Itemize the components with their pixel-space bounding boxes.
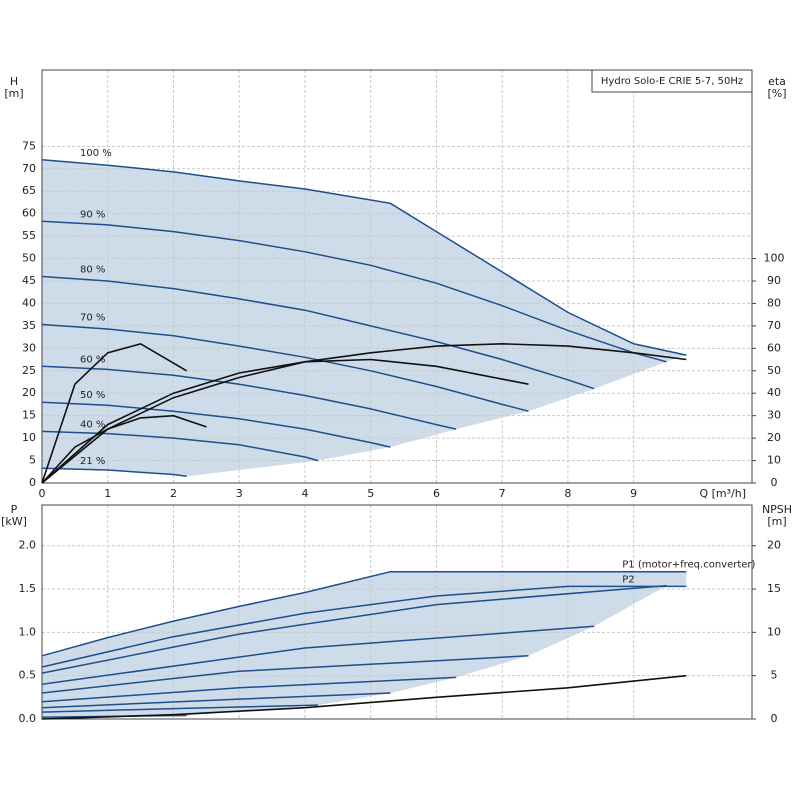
x-axis-label: Q [m³/h]: [699, 487, 746, 500]
curve: [41, 275, 595, 390]
y-tick-label: 0: [29, 476, 36, 489]
series-label: 50 %: [80, 390, 105, 401]
y2-axis-label: eta: [768, 75, 786, 88]
x-tick-label: 6: [433, 487, 440, 500]
chart-title: Hydro Solo-E CRIE 5-7, 50Hz: [601, 76, 743, 87]
y-tick-label: 1.0: [19, 625, 37, 638]
y2-axis-label: NPSH: [762, 503, 792, 516]
curve: [41, 220, 667, 363]
series-label: 60 %: [80, 354, 105, 365]
x-tick-label: 9: [630, 487, 637, 500]
x-tick-label: 0: [39, 487, 46, 500]
y-axis-unit: [kW]: [1, 515, 27, 528]
curve: [41, 625, 595, 686]
y-axis-label: H: [10, 75, 18, 88]
curve: [41, 655, 529, 694]
y2-axis-unit: [%]: [767, 87, 786, 100]
secondary-curve: [41, 358, 529, 484]
y-tick-label: 75: [22, 139, 36, 152]
y2-tick-label: 50: [767, 364, 781, 377]
secondary-curve: [41, 414, 207, 484]
curve: [41, 159, 687, 356]
series-label: 70 %: [80, 313, 105, 324]
x-tick-label: 3: [236, 487, 243, 500]
y-tick-label: 5: [29, 454, 36, 467]
y2-tick-label: 20: [767, 431, 781, 444]
curve: [41, 430, 319, 462]
x-tick-label: 5: [367, 487, 374, 500]
series-label: P1 (motor+freq.converter): [622, 560, 755, 571]
y2-tick-label: 10: [767, 625, 781, 638]
x-tick-label: 4: [301, 487, 308, 500]
y2-tick-label: 5: [771, 669, 778, 682]
y2-tick-label: 80: [767, 296, 781, 309]
y-tick-label: 0.0: [19, 712, 37, 725]
y2-tick-label: 0: [771, 476, 778, 489]
operating-region: [42, 571, 687, 718]
y-tick-label: 60: [22, 207, 36, 220]
series-label: 100 %: [80, 148, 112, 159]
y2-tick-label: 15: [767, 582, 781, 595]
operating-region: [42, 159, 687, 477]
series-label: P2: [622, 574, 634, 585]
curve: [41, 585, 687, 668]
y-tick-label: 65: [22, 184, 36, 197]
y-tick-label: 1.5: [19, 582, 37, 595]
title-box: [591, 69, 753, 93]
curve: [41, 704, 319, 713]
curve: [41, 365, 457, 430]
secondary-curve: [41, 342, 687, 484]
x-tick-label: 2: [170, 487, 177, 500]
y2-axis-unit: [m]: [767, 515, 786, 528]
curve: [41, 401, 391, 448]
x-tick-label: 8: [564, 487, 571, 500]
curve: [41, 570, 687, 657]
y-tick-label: 15: [22, 409, 36, 422]
y2-tick-label: 0: [771, 712, 778, 725]
y2-tick-label: 40: [767, 386, 781, 399]
plot-frame: [41, 504, 753, 720]
y2-tick-label: 30: [767, 409, 781, 422]
y-tick-label: 25: [22, 364, 36, 377]
curve: [41, 692, 391, 709]
y2-tick-label: 70: [767, 319, 781, 332]
y2-tick-label: 20: [767, 539, 781, 552]
secondary-curve: [41, 342, 188, 484]
y2-tick-label: 10: [767, 454, 781, 467]
y-tick-label: 50: [22, 252, 36, 265]
curve: [41, 467, 187, 478]
secondary-curve: [41, 674, 687, 720]
y-tick-label: 35: [22, 319, 36, 332]
x-tick-label: 7: [499, 487, 506, 500]
y-tick-label: 10: [22, 431, 36, 444]
y-tick-label: 55: [22, 229, 36, 242]
y-axis-label: P: [11, 503, 18, 516]
y2-tick-label: 90: [767, 274, 781, 287]
y-tick-label: 0.5: [19, 669, 37, 682]
series-label: 21 %: [80, 456, 105, 467]
series-label: 90 %: [80, 209, 105, 220]
y-tick-label: 30: [22, 341, 36, 354]
y-tick-label: 45: [22, 274, 36, 287]
y-tick-label: 2.0: [19, 539, 37, 552]
y-tick-label: 40: [22, 296, 36, 309]
x-tick-label: 1: [104, 487, 111, 500]
y-tick-label: 70: [22, 162, 36, 175]
series-label: 80 %: [80, 265, 105, 276]
y2-tick-label: 100: [764, 252, 785, 265]
curve: [41, 676, 457, 703]
curve: [41, 323, 529, 412]
y-axis-unit: [m]: [4, 87, 23, 100]
y2-tick-label: 60: [767, 341, 781, 354]
series-label: 40 %: [80, 419, 105, 430]
y-tick-label: 20: [22, 386, 36, 399]
curve: [41, 584, 667, 674]
